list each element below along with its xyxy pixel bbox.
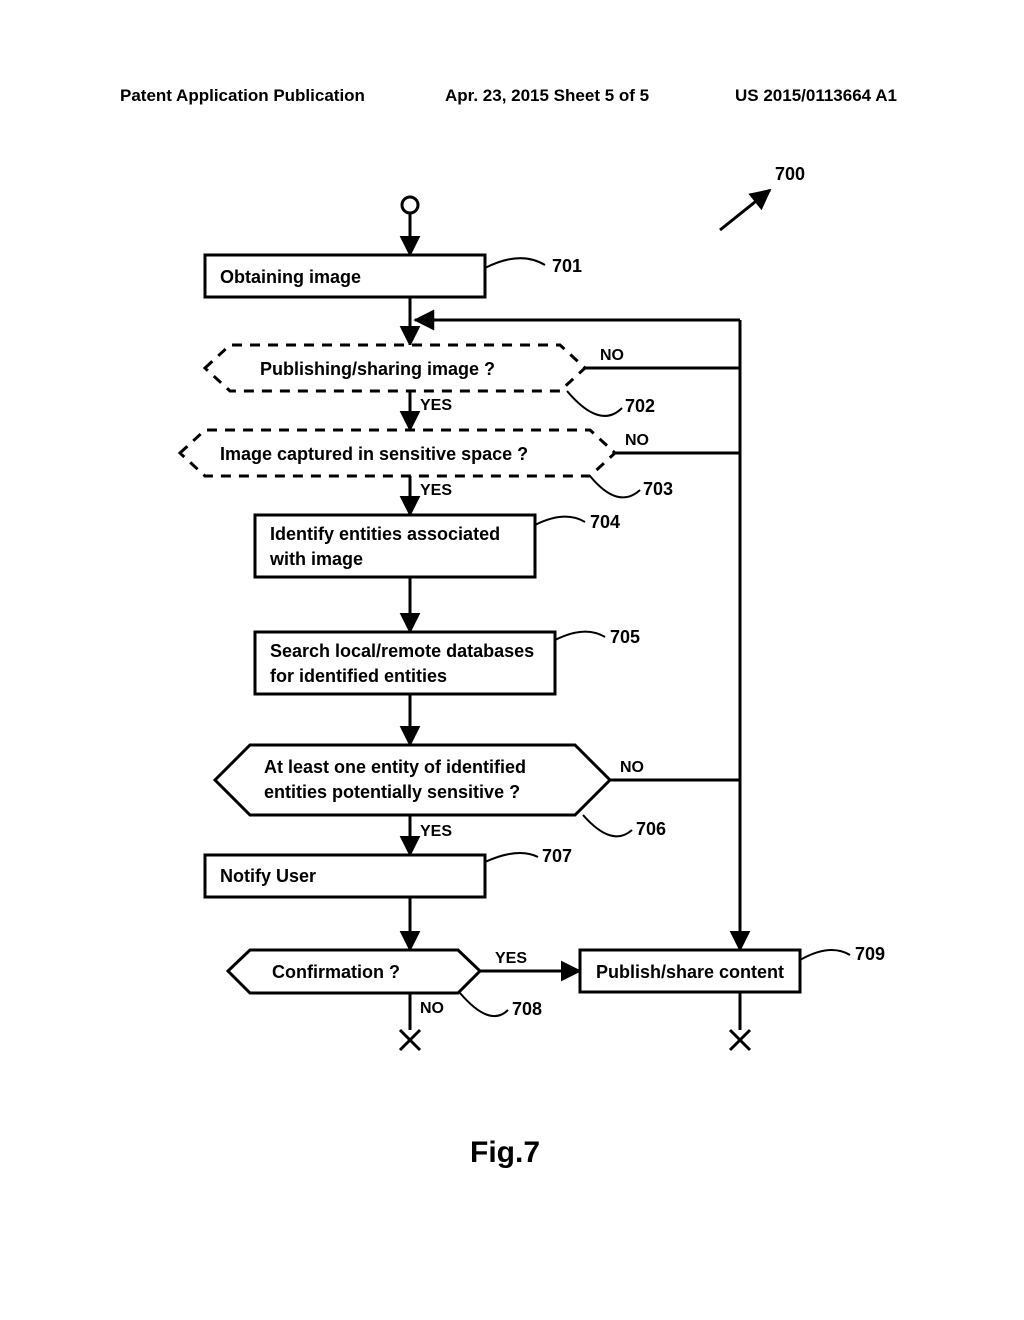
step-707-ref: 707 bbox=[542, 846, 572, 866]
step-705-ref: 705 bbox=[610, 627, 640, 647]
step-703-ref: 703 bbox=[643, 479, 673, 499]
step-702-no: NO bbox=[600, 347, 624, 364]
step-701-text: Obtaining image bbox=[220, 267, 361, 287]
header-mid: Apr. 23, 2015 Sheet 5 of 5 bbox=[445, 86, 649, 106]
terminator-no bbox=[400, 1030, 420, 1050]
figure-label: Fig.7 bbox=[470, 1136, 540, 1170]
step-706-no: NO bbox=[620, 759, 644, 776]
step-708-ref: 708 bbox=[512, 999, 542, 1019]
step-706-l2: entities potentially sensitive ? bbox=[264, 782, 520, 802]
page: Patent Application Publication Apr. 23, … bbox=[0, 0, 1024, 1320]
start-node bbox=[402, 197, 418, 213]
ref-700: 700 bbox=[775, 164, 805, 184]
header-right: US 2015/0113664 A1 bbox=[735, 86, 897, 106]
step-704-l2: with image bbox=[269, 549, 363, 569]
step-706-l1: At least one entity of identified bbox=[264, 757, 526, 777]
step-708-yes: YES bbox=[495, 950, 527, 967]
step-705-l1: Search local/remote databases bbox=[270, 641, 534, 661]
step-703-text: Image captured in sensitive space ? bbox=[220, 444, 528, 464]
step-703: Image captured in sensitive space ? bbox=[180, 430, 615, 476]
step-702-ref: 702 bbox=[625, 396, 655, 416]
step-708-no: NO bbox=[420, 1000, 444, 1017]
step-706-yes: YES bbox=[420, 823, 452, 840]
step-709-ref: 709 bbox=[855, 944, 885, 964]
step-702: Publishing/sharing image ? bbox=[205, 345, 585, 391]
flowchart: 700 Obtaining image 701 Publishing/shari… bbox=[0, 0, 1024, 1320]
terminator-709 bbox=[730, 1030, 750, 1050]
step-701-ref: 701 bbox=[552, 256, 582, 276]
step-704-l1: Identify entities associated bbox=[270, 524, 500, 544]
step-708-text: Confirmation ? bbox=[272, 962, 400, 982]
header-left: Patent Application Publication bbox=[120, 86, 365, 106]
step-705-l2: for identified entities bbox=[270, 666, 447, 686]
step-703-yes: YES bbox=[420, 482, 452, 499]
step-706-ref: 706 bbox=[636, 819, 666, 839]
step-702-yes: YES bbox=[420, 397, 452, 414]
step-708: Confirmation ? bbox=[228, 950, 480, 993]
step-706: At least one entity of identified entiti… bbox=[215, 745, 610, 815]
step-704-ref: 704 bbox=[590, 512, 620, 532]
step-703-no: NO bbox=[625, 432, 649, 449]
step-707-text: Notify User bbox=[220, 866, 316, 886]
step-709-text: Publish/share content bbox=[596, 962, 784, 982]
step-702-text: Publishing/sharing image ? bbox=[260, 359, 495, 379]
